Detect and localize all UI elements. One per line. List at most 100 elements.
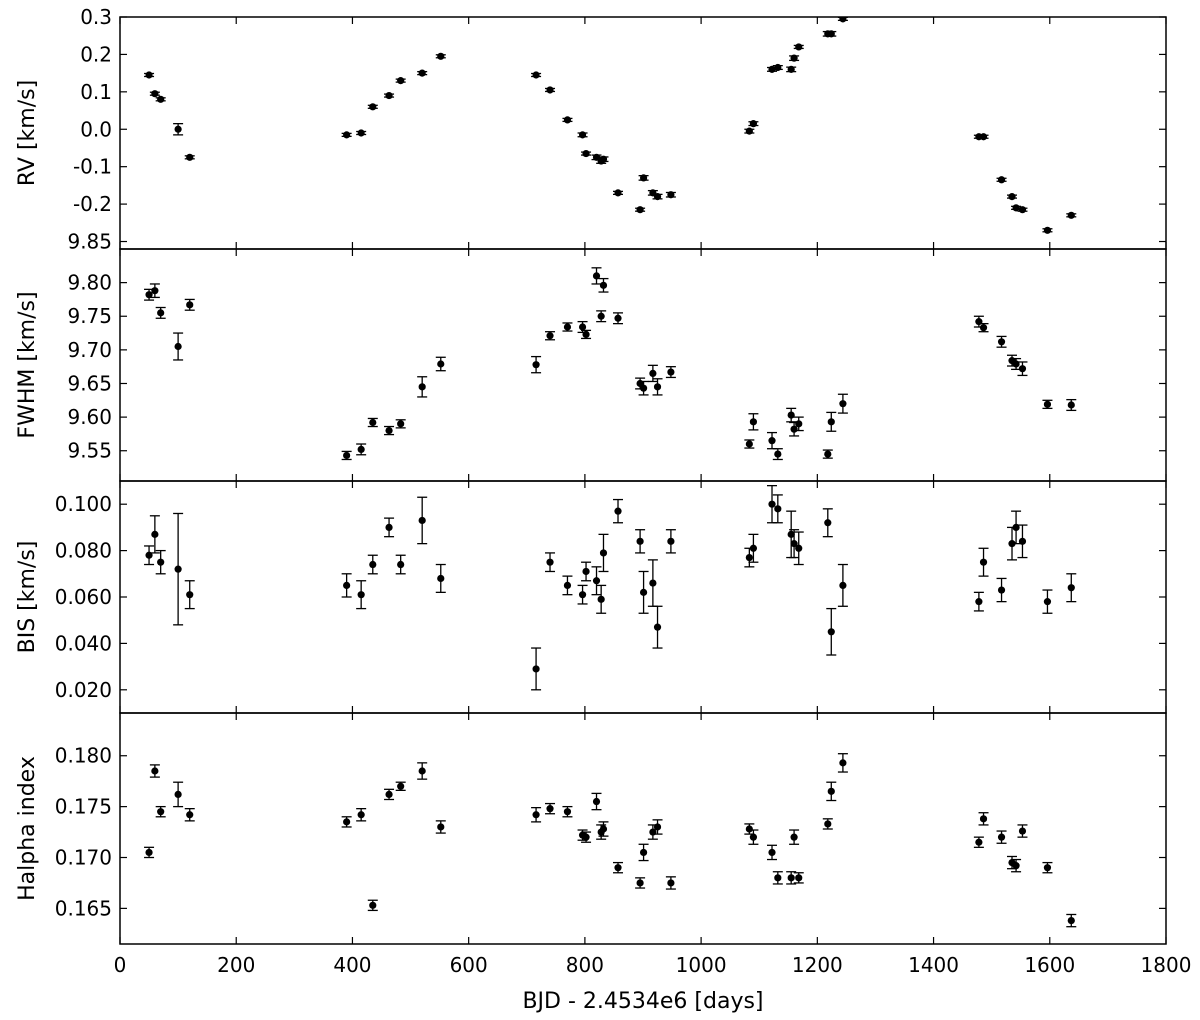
data-point [369,418,377,427]
panel-1: 9.80 9.75 9.70 9.65 9.60 9.55 FWHM [km/s] [15,248,1167,482]
panel-frame [119,248,1167,482]
data-point [667,537,675,545]
data-point [578,131,587,139]
data-point [639,848,648,857]
data-point [357,811,365,819]
panel-frame [119,712,1167,945]
data-point [653,383,662,391]
data-point [582,567,590,576]
y-tick-label: 0.080 [55,539,112,563]
y-tick-label: 0.100 [55,492,112,516]
x-tick-label: 1400 [908,953,959,977]
data-point [599,825,608,833]
y-tick-label: 0.3 [80,5,112,29]
data-point [357,591,365,599]
y-tick-label: 9.60 [67,405,112,429]
data-point [790,54,798,62]
data-point [749,120,758,128]
data-point [1018,206,1027,214]
data-point [532,811,540,819]
data-point [582,330,590,339]
data-point [1043,864,1052,872]
data-point [186,301,194,309]
data-point [1018,365,1027,373]
data-point [1043,400,1052,408]
data-point [667,879,675,887]
x-tick-label: 1200 [792,953,843,977]
data-point [546,332,554,340]
data-point [546,805,554,813]
data-point [749,418,758,426]
data-point [824,519,832,527]
y-tick-label: -0.1 [73,155,112,179]
y-tick-label: 0.1 [80,80,112,104]
x-tick-label: 1800 [1141,953,1192,977]
data-point [667,191,675,199]
y-tick-label: 9.55 [67,439,112,463]
data-point [343,131,351,139]
data-point [174,125,182,133]
data-point [546,86,554,94]
data-point [636,537,644,545]
data-point [768,500,776,508]
data-point [369,560,377,569]
data-point [343,818,351,826]
data-point [385,523,393,532]
data-point [839,581,847,590]
data-point [151,530,159,538]
data-point [343,581,351,590]
data-point [997,176,1006,184]
data-point [667,368,675,376]
data-point [745,127,753,135]
x-tick-label: 0 [114,953,127,977]
y-axis-label: RV [km/s] [15,80,40,186]
data-point [787,411,795,419]
data-point [768,65,776,73]
data-point [599,155,608,163]
data-point [827,30,835,38]
data-point [827,628,835,636]
data-point [745,440,753,448]
data-point [151,287,159,295]
data-point [599,281,608,289]
x-tick-label: 1600 [1024,953,1075,977]
data-point [1043,598,1052,606]
data-point [578,323,587,331]
x-tick-label: 600 [450,953,488,977]
data-point [824,450,832,458]
data-point [1043,226,1052,234]
data-point [774,450,782,458]
data-point [824,820,832,828]
data-point [649,579,657,587]
data-point [563,116,572,124]
y-tick-label: -0.2 [73,192,112,216]
data-point [639,588,648,596]
data-point [639,174,648,182]
data-point [437,574,445,583]
data-point [592,797,601,806]
data-point [174,790,182,799]
data-point [546,558,554,566]
data-point [979,133,988,141]
data-point [563,808,572,816]
data-point [357,129,365,137]
data-point [787,874,795,882]
data-point [979,324,988,332]
data-point [385,790,393,799]
y-tick-label: 0.2 [80,42,112,66]
y-tick-label: 0.180 [55,744,112,768]
data-point [997,833,1006,841]
data-point [151,90,159,98]
y-tick-label: 9.85 [67,230,112,254]
data-point [975,598,983,606]
data-point [768,437,776,445]
x-axis: 0 200 400 600 800 1000 1200 1400 1600 1800 [114,953,1192,977]
data-point [774,505,782,513]
data-point [174,342,182,351]
data-point [437,52,445,60]
data-point [790,833,798,841]
x-tick-label: 400 [333,953,371,977]
data-point [418,767,426,775]
data-point [790,540,798,548]
data-point [532,71,540,79]
